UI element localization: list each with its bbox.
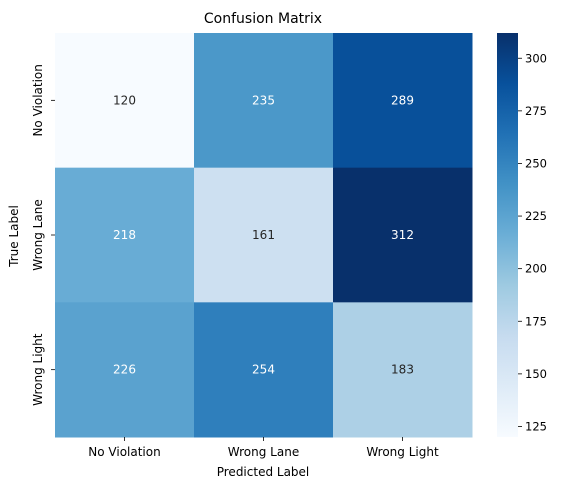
x-axis-label: Predicted Label xyxy=(217,465,310,479)
colorbar-ticks: 125 150 175 200 225 250 275 300 xyxy=(518,51,547,433)
colorbar-tick-label: 175 xyxy=(525,314,547,328)
colorbar-tick-label: 225 xyxy=(525,209,547,223)
colorbar-tick-label: 300 xyxy=(525,51,547,65)
heatmap-cell xyxy=(333,302,473,438)
x-tick-label: Wrong Light xyxy=(366,445,439,459)
cell-value-label: 254 xyxy=(252,363,275,377)
colorbar xyxy=(497,33,518,437)
y-axis-label: True Label xyxy=(7,205,21,268)
x-axis-ticks: No Violation Wrong Lane Wrong Light xyxy=(88,437,439,459)
cell-value-label: 218 xyxy=(113,228,136,242)
x-tick-label: Wrong Lane xyxy=(228,445,299,459)
colorbar-tick-label: 125 xyxy=(525,419,547,433)
y-tick-label: Wrong Lane xyxy=(31,199,45,270)
cell-value-label: 183 xyxy=(391,363,414,377)
heatmap-cell xyxy=(333,33,473,169)
colorbar-tick-label: 150 xyxy=(525,367,547,381)
y-axis-ticks: No Violation Wrong Lane Wrong Light xyxy=(31,64,55,406)
cell-value-label: 120 xyxy=(113,93,136,107)
colorbar-tick-label: 200 xyxy=(525,262,547,276)
cell-value-label: 226 xyxy=(113,363,136,377)
heatmap-cell xyxy=(333,167,473,303)
chart-title: Confusion Matrix xyxy=(204,11,322,27)
heatmap-cell xyxy=(55,33,195,169)
heatmap-cell xyxy=(55,167,195,303)
heatmap-cell xyxy=(55,302,195,438)
cell-value-label: 235 xyxy=(252,93,275,107)
heatmap-cell xyxy=(194,167,334,303)
x-tick-label: No Violation xyxy=(88,445,160,459)
cell-value-label: 161 xyxy=(252,228,275,242)
y-tick-label: Wrong Light xyxy=(31,333,45,406)
heatmap-cell xyxy=(194,302,334,438)
colorbar-tick-label: 250 xyxy=(525,156,547,170)
heatmap-cells: 120 235 289 218 161 312 226 254 183 xyxy=(55,33,473,438)
colorbar-tick-label: 275 xyxy=(525,104,547,118)
heatmap-cell xyxy=(194,33,334,169)
cell-value-label: 312 xyxy=(391,228,414,242)
y-tick-label: No Violation xyxy=(31,64,45,136)
cell-value-label: 289 xyxy=(391,93,414,107)
